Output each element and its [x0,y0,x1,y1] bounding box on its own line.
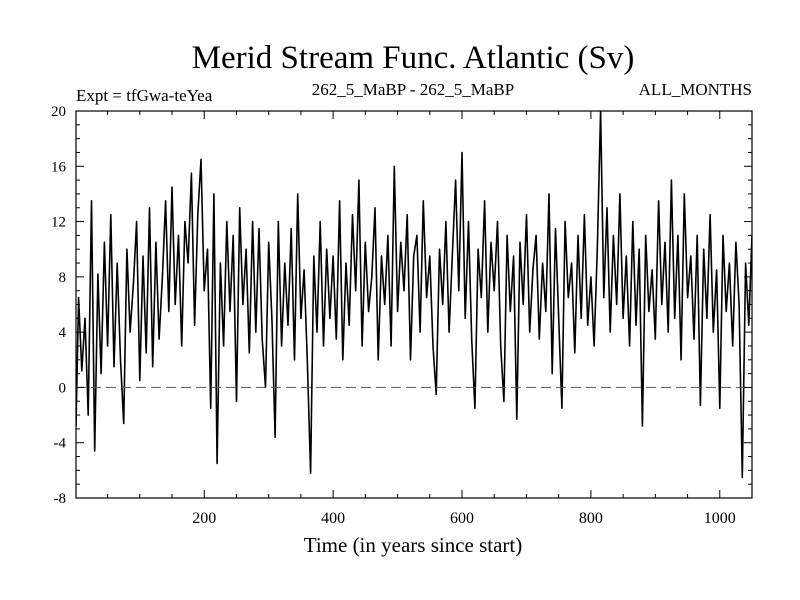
y-tick-label: 0 [59,380,67,396]
x-axis: 200 400 600 800 1000 [107,111,753,527]
x-tick-label: 200 [192,510,216,527]
x-tick-label: 400 [321,510,345,527]
y-tick-label: -4 [54,436,67,452]
series-layer [76,111,752,479]
y-tick-label: 16 [51,159,67,175]
experiment-label: Expt = tfGwa-teYea [76,86,213,105]
series-line-0 [76,111,752,479]
y-tick-label: 12 [51,215,66,231]
period-label: 262_5_MaBP - 262_5_MaBP [312,80,514,99]
x-tick-label: 600 [450,510,474,527]
months-label: ALL_MONTHS [639,80,752,99]
x-tick-label: 800 [579,510,603,527]
y-tick-label: 20 [51,104,66,120]
y-axis: -8 -4 0 4 8 12 16 20 [51,104,752,507]
y-tick-label: 4 [59,325,67,341]
x-tick-label: 1000 [704,510,736,527]
y-tick-label: 8 [59,270,67,286]
x-axis-label: Time (in years since start) [304,533,523,557]
chart-title: Merid Stream Func. Atlantic (Sv) [192,40,635,76]
y-tick-label: -8 [54,491,67,507]
